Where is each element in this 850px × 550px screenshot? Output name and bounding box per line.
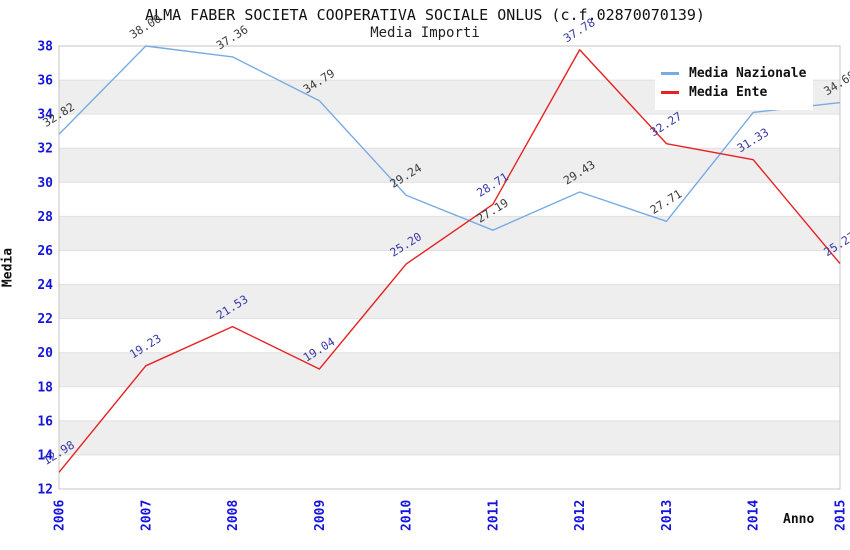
grid-band [59, 148, 840, 183]
legend-label: Media Ente [689, 85, 768, 100]
legend-item-media-ente: Media Ente [661, 84, 807, 101]
y-tick-label: 24 [37, 278, 53, 293]
y-tick-label: 38 [37, 40, 53, 55]
data-point-label: 34.68 [821, 68, 850, 98]
data-point-label: 37.36 [214, 22, 251, 52]
y-tick-label: 36 [37, 74, 53, 89]
legend: Media Nazionale Media Ente [655, 56, 813, 110]
x-axis-title: Anno [783, 512, 815, 527]
plot-border [58, 45, 841, 490]
x-tick-label: 2013 [660, 500, 675, 531]
x-tick-label: 2010 [400, 500, 415, 531]
chart-title: ALMA FABER SOCIETA COOPERATIVA SOCIALE O… [145, 6, 705, 24]
x-tick-label: 2007 [139, 500, 154, 531]
data-point-label: 38.00 [127, 11, 164, 41]
x-tick-label: 2014 [747, 500, 762, 531]
legend-swatch-red-line-icon [661, 91, 679, 94]
legend-swatch-blue-line-icon [661, 72, 679, 75]
x-tick-label: 2012 [573, 500, 588, 531]
x-tick-label: 2015 [834, 500, 849, 531]
y-tick-label: 26 [37, 244, 53, 259]
legend-label: Media Nazionale [689, 66, 807, 81]
data-point-label: 37.78 [561, 15, 598, 45]
y-tick-label: 22 [37, 312, 53, 327]
legend-item-media-nazionale: Media Nazionale [661, 65, 807, 82]
grid-band [59, 420, 840, 455]
grid-band [59, 352, 840, 387]
y-tick-label: 18 [37, 380, 53, 395]
y-tick-label: 32 [37, 142, 53, 157]
grid-band [59, 284, 840, 319]
data-point-label: 27.71 [648, 187, 685, 217]
x-tick-label: 2011 [486, 500, 501, 531]
series-line-nazionale [58, 45, 841, 231]
x-tick-label: 2006 [53, 500, 68, 531]
y-tick-label: 20 [37, 346, 53, 361]
y-tick-label: 34 [37, 108, 53, 123]
y-tick-label: 30 [37, 176, 53, 191]
y-tick-label: 16 [37, 414, 53, 429]
x-tick-label: 2009 [313, 500, 328, 531]
y-tick-label: 28 [37, 210, 53, 225]
y-tick-label: 14 [37, 448, 53, 463]
chart-subtitle: Media Importi [370, 25, 480, 41]
x-tick-label: 2008 [226, 500, 241, 531]
series-line-ente [58, 49, 841, 473]
y-tick-label: 12 [37, 483, 53, 498]
y-axis-title: Media [0, 247, 16, 288]
